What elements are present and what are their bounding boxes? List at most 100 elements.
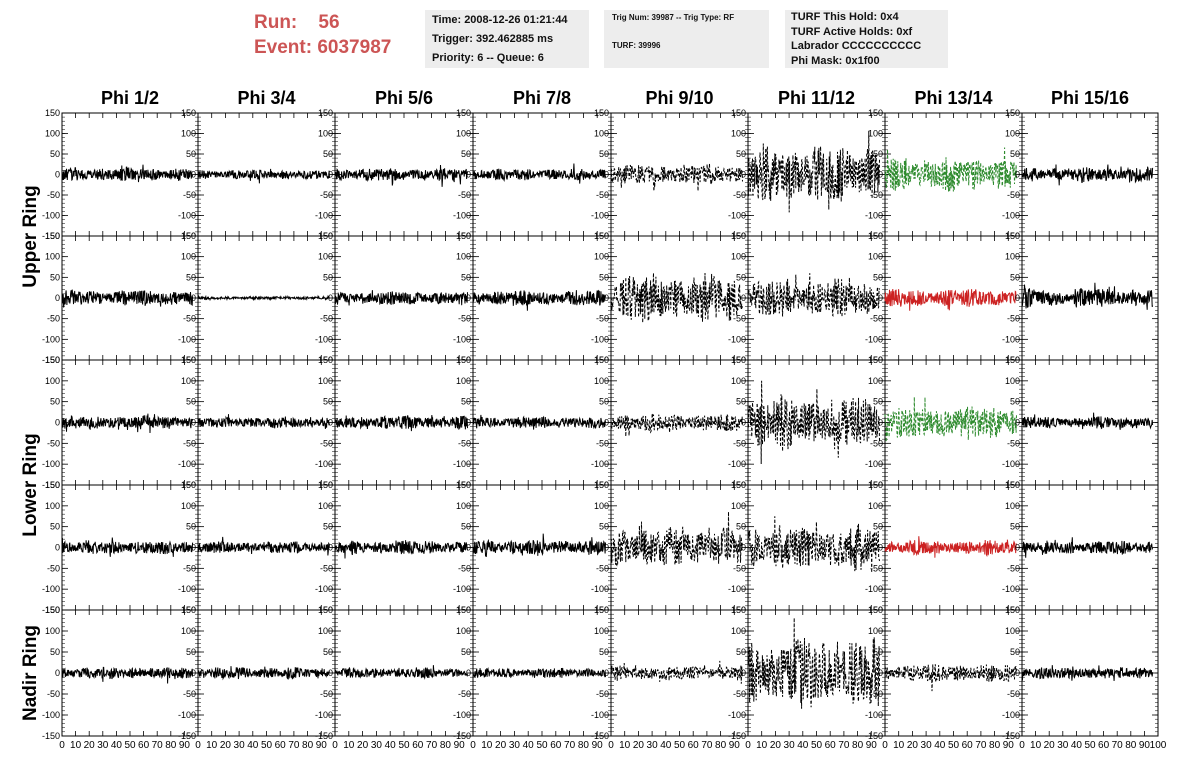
x-tick-label: 90 [729, 740, 741, 751]
y-tick-label: 50 [323, 522, 333, 532]
y-tick-label: 0 [328, 170, 333, 180]
y-tick-label: 100 [45, 501, 60, 511]
y-tick-label: -150 [453, 731, 471, 741]
y-tick-label: 100 [181, 626, 196, 636]
y-tick-label: -150 [865, 731, 883, 741]
y-tick-label: 50 [1010, 647, 1020, 657]
waveform-trace [1021, 412, 1154, 430]
x-tick-label: 10 [481, 740, 493, 751]
y-tick-label: 100 [181, 129, 196, 139]
y-tick-label: 150 [731, 231, 746, 241]
y-tick-label: -150 [1002, 731, 1020, 741]
waveform-trace [61, 289, 194, 308]
x-tick-label: 20 [770, 740, 782, 751]
y-tick-label: -50 [47, 563, 60, 573]
y-tick-label: 100 [1005, 129, 1020, 139]
y-tick-label: -50 [596, 689, 609, 699]
y-tick-label: -50 [870, 563, 883, 573]
y-tick-label: 100 [181, 252, 196, 262]
y-tick-label: 0 [1015, 170, 1020, 180]
x-tick-label: 20 [495, 740, 507, 751]
y-tick-label: -100 [1002, 710, 1020, 720]
trigger-text: Trigger: 392.462885 ms [432, 33, 554, 45]
y-tick-label: 100 [456, 252, 471, 262]
x-tick-label: 10 [206, 740, 218, 751]
x-tick-label: 20 [220, 740, 232, 751]
y-tick-label: 50 [736, 272, 746, 282]
x-tick-label: 50 [261, 740, 273, 751]
x-tick-label: 70 [838, 740, 850, 751]
y-tick-label: -150 [178, 731, 196, 741]
waveform-trace [884, 288, 1017, 311]
x-tick-label: 30 [647, 740, 659, 751]
waveform-trace [61, 164, 194, 183]
x-tick-label: 10 [70, 740, 82, 751]
y-tick-label: -100 [591, 211, 609, 221]
y-tick-label: 150 [1005, 480, 1020, 490]
waveform-trace [61, 666, 194, 684]
y-tick-label: -50 [733, 689, 746, 699]
y-tick-label: 150 [868, 231, 883, 241]
y-tick-label: -100 [728, 211, 746, 221]
y-tick-label: 50 [323, 397, 333, 407]
y-tick-label: 150 [594, 355, 609, 365]
y-tick-label: 100 [731, 252, 746, 262]
y-tick-label: -150 [42, 355, 60, 365]
y-tick-label: 50 [50, 149, 60, 159]
y-tick-label: -50 [183, 689, 196, 699]
y-tick-label: 150 [731, 355, 746, 365]
waveform-trace [610, 660, 743, 684]
x-tick-label: 70 [701, 740, 713, 751]
waveform-trace [884, 536, 1017, 558]
y-tick-label: -50 [1007, 438, 1020, 448]
x-tick-label: 60 [688, 740, 700, 751]
waveform-trace [747, 130, 880, 213]
waveform-trace [1021, 537, 1154, 558]
x-tick-label: 50 [811, 740, 823, 751]
y-tick-label: -50 [320, 438, 333, 448]
y-tick-label: -100 [42, 459, 60, 469]
y-tick-label: -100 [315, 334, 333, 344]
waveform-trace [197, 294, 330, 302]
y-tick-label: -50 [458, 438, 471, 448]
y-tick-label: 100 [731, 376, 746, 386]
x-tick-label: 10 [756, 740, 768, 751]
y-tick-label: 150 [456, 231, 471, 241]
x-tick-label: 30 [97, 740, 109, 751]
waveform-trace [334, 540, 468, 559]
x-tick-label: 80 [852, 740, 864, 751]
y-tick-label: 150 [456, 108, 471, 118]
x-tick-label: 0 [745, 740, 751, 751]
y-tick-label: 0 [604, 668, 609, 678]
y-tick-label: 0 [878, 418, 883, 428]
waveform-trace [747, 273, 880, 318]
waveform-trace [884, 147, 1017, 192]
waveform-trace [334, 290, 468, 306]
x-tick-label: 50 [1084, 740, 1096, 751]
y-tick-label: -100 [178, 459, 196, 469]
x-tick-label: 60 [825, 740, 837, 751]
x-tick-label: 10 [893, 740, 905, 751]
y-tick-label: 150 [318, 231, 333, 241]
column-header: Phi 13/14 [914, 88, 992, 108]
y-tick-label: -50 [320, 689, 333, 699]
waveform-trace [610, 272, 743, 323]
trig-num-box: Trig Num: 39987 -- Trig Type: RF TURF: 3… [604, 10, 769, 68]
waveform-trace [472, 414, 606, 430]
y-tick-label: 50 [186, 647, 196, 657]
y-tick-label: 50 [461, 647, 471, 657]
y-tick-label: 0 [741, 170, 746, 180]
waveform-trace [610, 511, 743, 567]
x-tick-label: 20 [1044, 740, 1056, 751]
y-tick-label: 50 [186, 397, 196, 407]
y-tick-label: 0 [878, 543, 883, 553]
y-tick-label: 50 [873, 397, 883, 407]
x-tick-label: 90 [1139, 740, 1151, 751]
